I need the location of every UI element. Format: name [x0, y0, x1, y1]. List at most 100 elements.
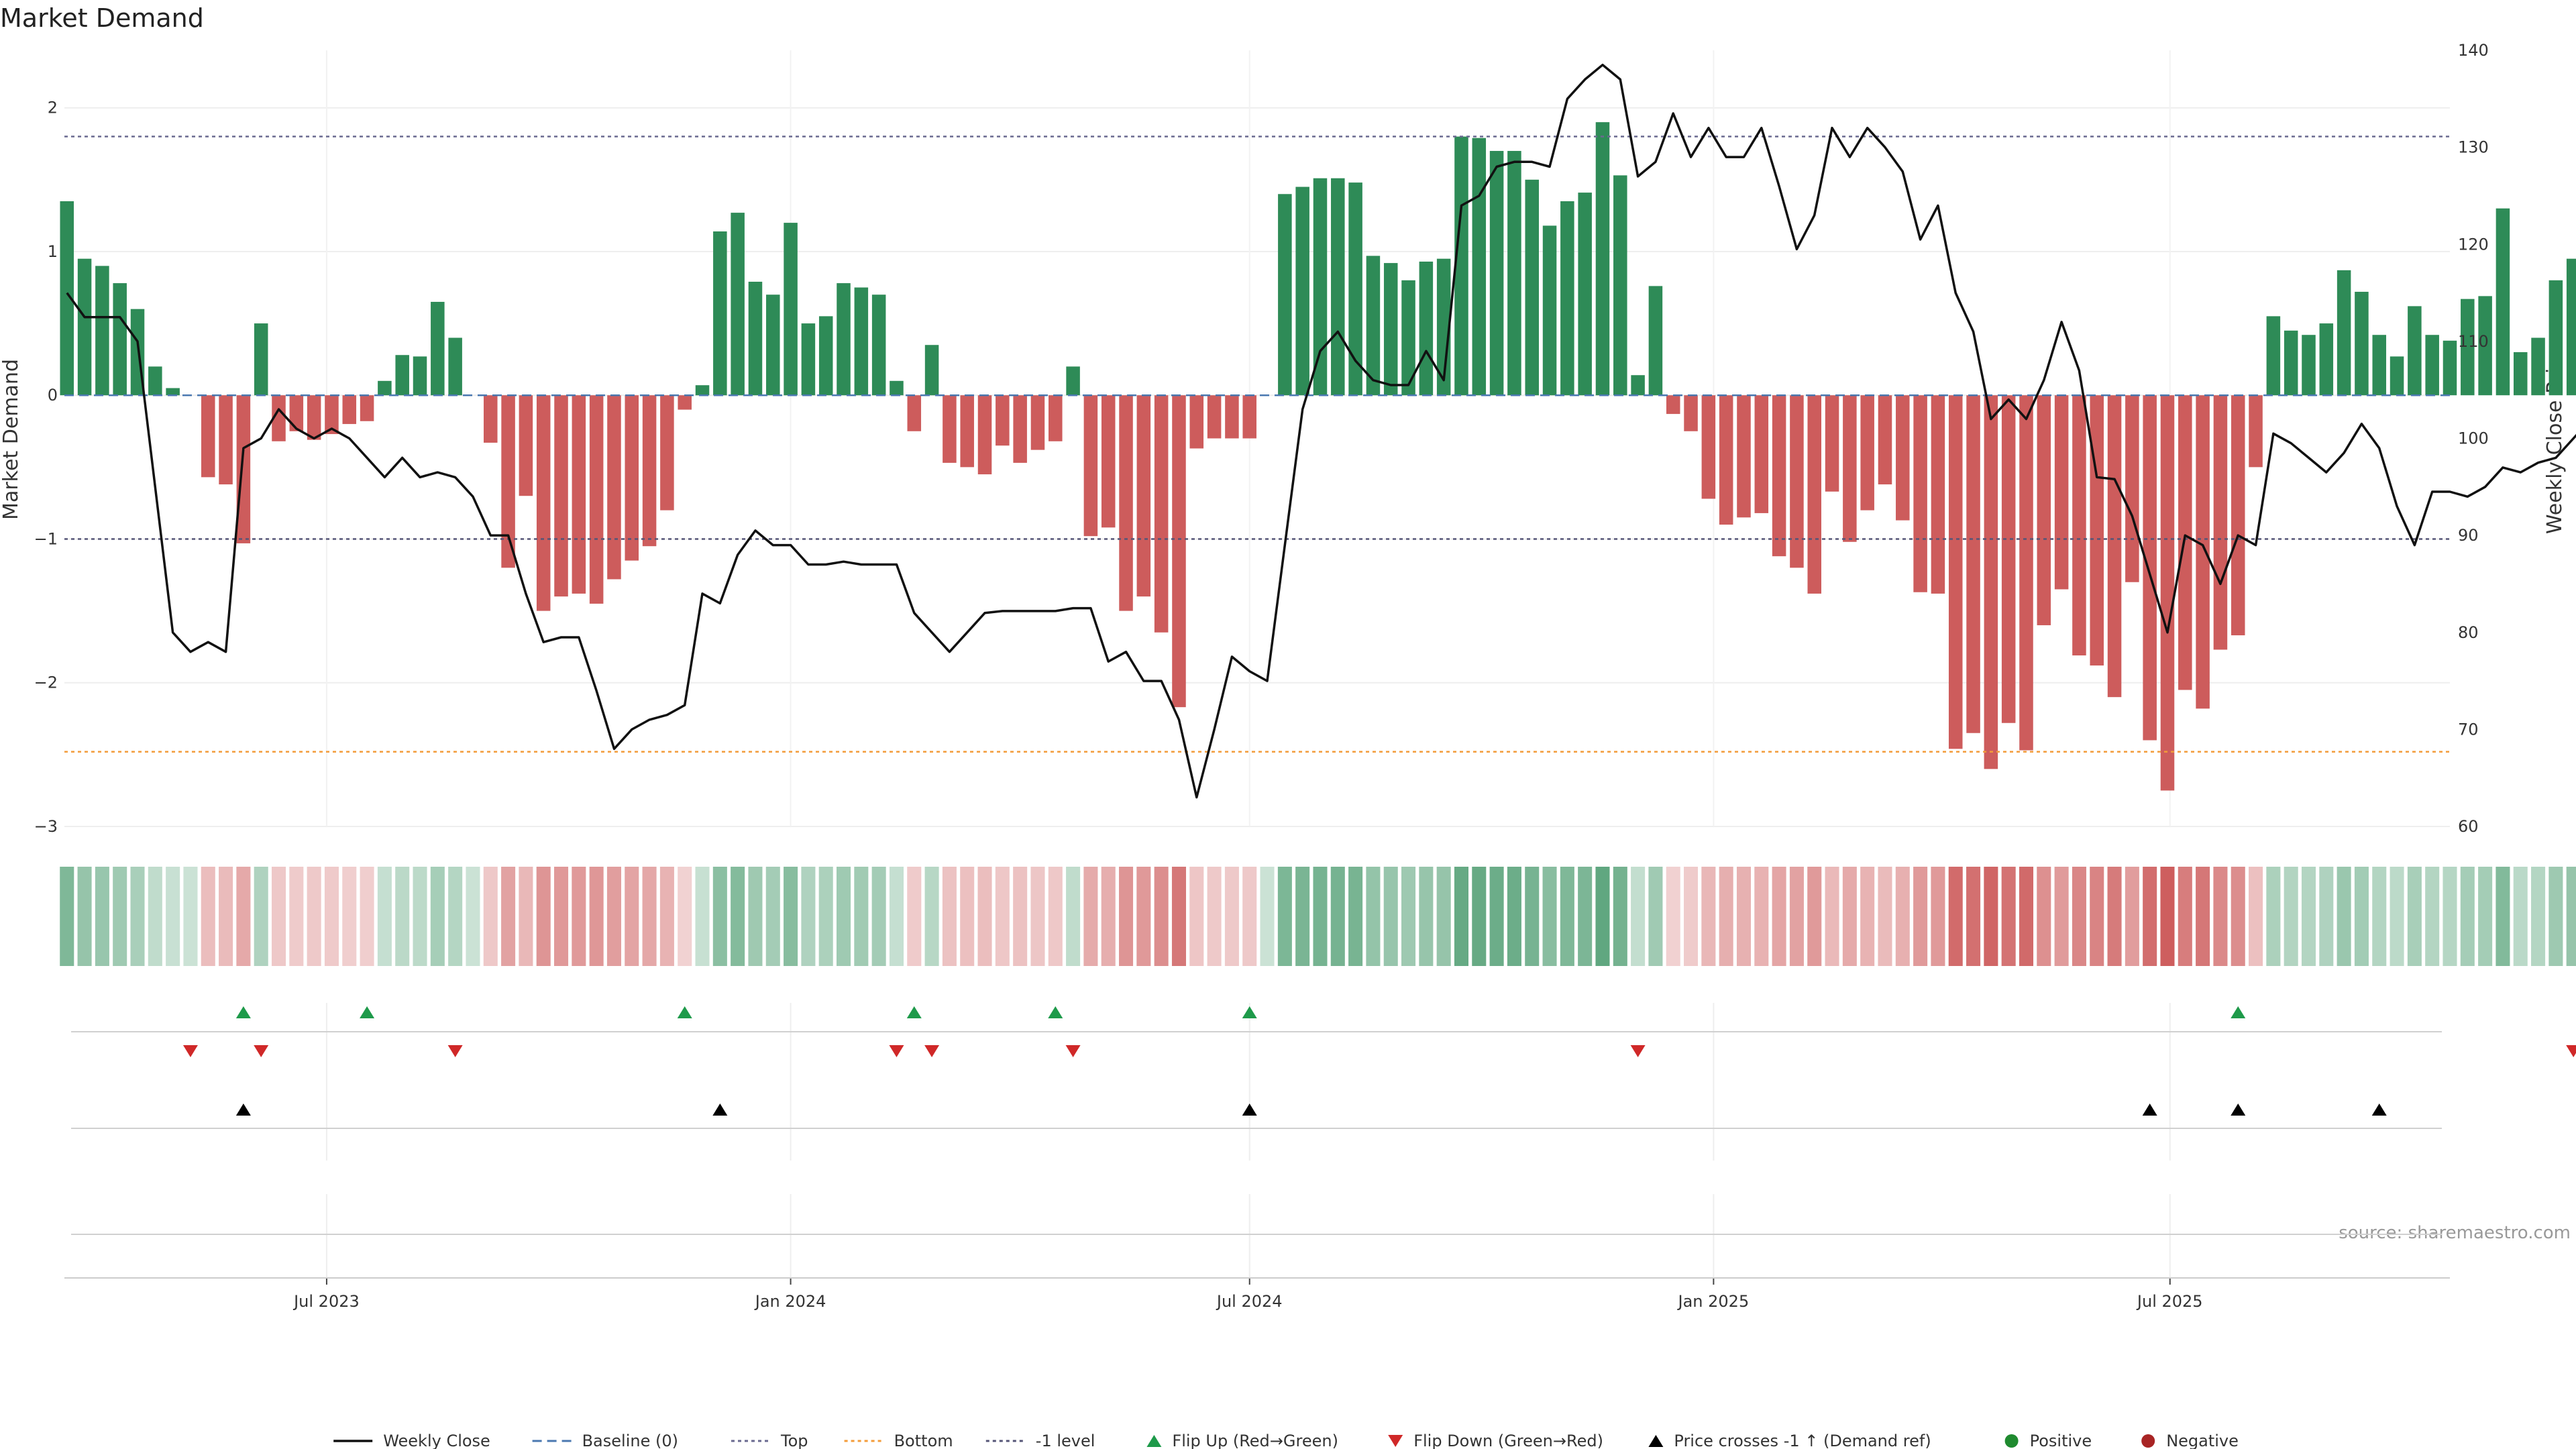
demand-bar: [519, 395, 533, 496]
demand-bar: [1436, 258, 1451, 396]
demand-bar: [766, 294, 780, 396]
demand-bar: [871, 294, 886, 396]
heat-cell: [1101, 867, 1116, 966]
heat-cell: [889, 867, 904, 966]
heat-cell: [1048, 867, 1063, 966]
demand-bar: [2160, 395, 2175, 791]
heat-cell: [2478, 867, 2493, 966]
heat-cell: [765, 867, 780, 966]
heat-cell: [625, 867, 639, 966]
demand-bar: [695, 385, 710, 396]
heat-cell: [430, 867, 445, 966]
heat-cell: [60, 867, 74, 966]
demand-bar: [2355, 291, 2369, 396]
heat-cell: [1807, 867, 1822, 966]
demand-bar: [1401, 280, 1415, 396]
level-lines: [64, 136, 2450, 753]
demand-bar: [2302, 335, 2316, 396]
heat-cell: [1313, 867, 1328, 966]
heat-cell: [501, 867, 516, 966]
demand-bar: [1578, 193, 1592, 396]
heat-cell: [130, 867, 145, 966]
demand-bar: [448, 337, 462, 396]
heat-cell: [377, 867, 392, 966]
heat-cell: [2196, 867, 2210, 966]
demand-bar: [1790, 395, 1804, 568]
heat-cell: [1666, 867, 1680, 966]
y2-tick-label: 130: [2458, 138, 2489, 157]
demand-bar: [2408, 306, 2422, 396]
demand-bars: [60, 122, 2576, 791]
demand-bar: [1348, 182, 1362, 396]
legend-swatch-positive: [2004, 1434, 2019, 1448]
demand-bar: [1560, 201, 1574, 396]
heat-cell: [519, 867, 533, 966]
heat-cell: [1277, 867, 1292, 966]
flip-down-marker: [447, 1045, 463, 1057]
demand-bar: [77, 258, 92, 396]
heat-cell: [553, 867, 569, 966]
heat-cell: [801, 867, 816, 966]
demand-bar: [360, 395, 374, 421]
heat-cell: [2266, 867, 2281, 966]
demand-bar: [1295, 186, 1309, 396]
demand-bar: [642, 395, 657, 547]
demand-bar: [2054, 395, 2069, 590]
heat-cell: [995, 867, 1010, 966]
heat-cell: [2037, 867, 2051, 966]
demand-bar: [1966, 395, 1980, 733]
legend-label-baseline: Baseline (0): [582, 1432, 678, 1449]
demand-bar: [818, 316, 833, 396]
demand-bar: [731, 213, 745, 396]
demand-bar: [1984, 395, 1998, 769]
demand-bar: [1807, 395, 1821, 594]
demand-bar: [2037, 395, 2051, 626]
heat-cell: [2390, 867, 2404, 966]
heat-cell: [324, 867, 339, 966]
demand-bar: [2319, 323, 2334, 396]
demand-bar: [1049, 395, 1063, 441]
y-axis-label: Market Demand: [0, 359, 23, 520]
demand-bar: [960, 395, 974, 468]
heat-cell: [2213, 867, 2228, 966]
heat-cell: [1224, 867, 1239, 966]
heat-cell: [1242, 867, 1257, 966]
heat-cell: [395, 867, 410, 966]
legend-swatch-flip-up: [1146, 1435, 1162, 1447]
y-tick-label: −3: [34, 817, 58, 836]
legend-label-flip-down: Flip Down (Green→Red): [1413, 1432, 1603, 1449]
demand-bar: [1754, 395, 1769, 513]
y2-tick-label: 60: [2458, 817, 2479, 836]
legend-swatch-flip-down: [1388, 1435, 1403, 1447]
heat-cell: [201, 867, 215, 966]
demand-bar: [1489, 150, 1504, 396]
demand-bar: [1860, 395, 1874, 511]
heat-cell: [2249, 867, 2263, 966]
demand-bar: [2125, 395, 2139, 582]
heat-cell: [2160, 867, 2175, 966]
heat-cell: [2566, 867, 2576, 966]
demand-bar: [943, 395, 957, 463]
heat-cell: [1701, 867, 1716, 966]
price-cross-marker: [712, 1104, 728, 1116]
legend-swatch-negative: [2141, 1434, 2155, 1448]
demand-bar: [1878, 395, 1892, 485]
flip-up-marker: [360, 1006, 375, 1018]
heat-cell: [1560, 867, 1574, 966]
heat-cell: [837, 867, 851, 966]
y2-tick-label: 80: [2458, 623, 2479, 642]
demand-bar: [1472, 138, 1487, 396]
demand-bar: [1542, 225, 1557, 396]
heat-cell: [1525, 867, 1540, 966]
demand-bar: [572, 395, 586, 594]
heat-cell: [942, 867, 957, 966]
demand-bar: [342, 395, 357, 425]
heat-cell: [572, 867, 586, 966]
price-cross-marker: [1242, 1104, 1257, 1116]
demand-bar: [2548, 280, 2563, 396]
heat-cell: [483, 867, 498, 966]
demand-bar: [2337, 270, 2351, 396]
heat-cell: [678, 867, 692, 966]
flip-up-marker: [1242, 1006, 1257, 1018]
demand-bar: [2478, 296, 2492, 396]
